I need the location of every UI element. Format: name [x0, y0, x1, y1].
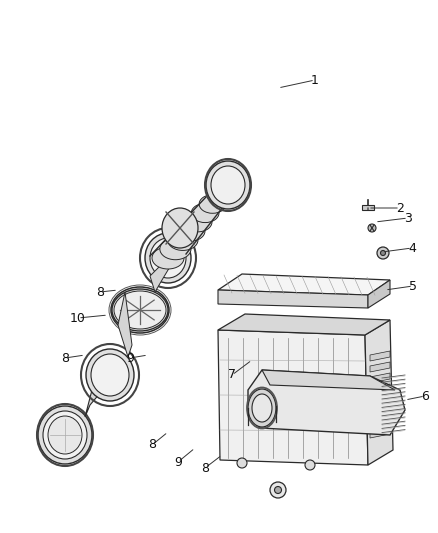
Polygon shape [218, 290, 368, 308]
Polygon shape [370, 351, 390, 361]
Circle shape [270, 482, 286, 498]
Text: 2: 2 [396, 201, 404, 214]
Circle shape [377, 247, 389, 259]
Ellipse shape [199, 195, 226, 213]
Ellipse shape [248, 389, 276, 427]
Polygon shape [370, 362, 390, 372]
Text: 8: 8 [96, 286, 104, 298]
Polygon shape [370, 417, 390, 427]
Polygon shape [218, 330, 368, 465]
Ellipse shape [184, 212, 212, 232]
Circle shape [305, 460, 315, 470]
Circle shape [237, 458, 247, 468]
Bar [362, 205, 374, 210]
Ellipse shape [206, 161, 250, 209]
Polygon shape [262, 370, 395, 390]
Polygon shape [370, 395, 390, 405]
Text: 5: 5 [409, 279, 417, 293]
Ellipse shape [252, 394, 272, 422]
Text: 8: 8 [148, 439, 156, 451]
Text: 8: 8 [61, 351, 69, 365]
Ellipse shape [211, 166, 245, 204]
Text: 10: 10 [70, 311, 86, 325]
Text: 4: 4 [408, 241, 416, 254]
Circle shape [368, 224, 376, 232]
Ellipse shape [114, 291, 166, 329]
Text: 6: 6 [421, 390, 429, 402]
Ellipse shape [152, 247, 184, 269]
Polygon shape [150, 240, 186, 292]
Polygon shape [248, 370, 405, 435]
Polygon shape [370, 406, 390, 416]
Ellipse shape [168, 230, 198, 251]
Ellipse shape [191, 204, 219, 223]
Ellipse shape [91, 354, 129, 396]
Polygon shape [365, 320, 393, 465]
Circle shape [381, 251, 385, 255]
Text: 8: 8 [201, 462, 209, 474]
Polygon shape [118, 292, 132, 357]
Ellipse shape [162, 208, 198, 248]
Polygon shape [368, 280, 390, 308]
Text: 9: 9 [174, 456, 182, 469]
Ellipse shape [86, 349, 134, 401]
Ellipse shape [150, 238, 186, 278]
Ellipse shape [112, 289, 168, 331]
Ellipse shape [38, 406, 92, 464]
Polygon shape [218, 274, 390, 295]
Ellipse shape [145, 233, 191, 283]
Ellipse shape [48, 416, 82, 454]
Polygon shape [218, 314, 390, 335]
Text: 1: 1 [311, 74, 319, 86]
Ellipse shape [176, 221, 205, 241]
Polygon shape [370, 373, 390, 383]
Text: 3: 3 [404, 212, 412, 224]
Polygon shape [370, 428, 390, 438]
Polygon shape [370, 384, 390, 394]
Polygon shape [85, 360, 128, 417]
Circle shape [275, 487, 282, 494]
Ellipse shape [207, 186, 233, 204]
Text: 9: 9 [126, 351, 134, 365]
Text: 7: 7 [228, 368, 236, 382]
Ellipse shape [160, 238, 191, 260]
Ellipse shape [43, 411, 87, 459]
